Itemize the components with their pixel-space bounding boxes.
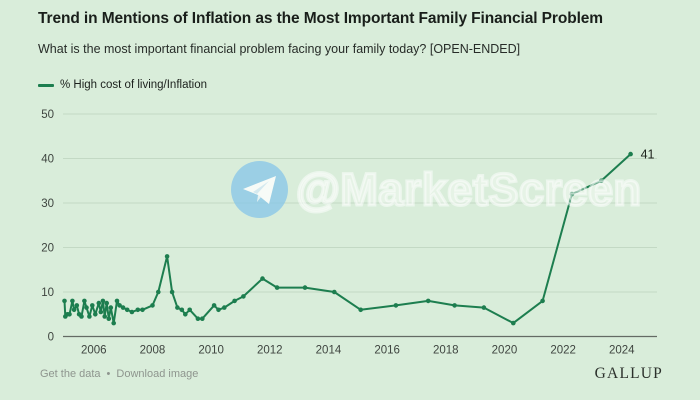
data-point	[156, 289, 161, 295]
chart-title: Trend in Mentions of Inflation as the Mo…	[38, 10, 603, 27]
data-point	[241, 294, 246, 299]
data-point	[274, 285, 280, 290]
data-point	[425, 298, 431, 304]
data-point	[62, 298, 67, 304]
survey-question: What is the most important financial pro…	[38, 42, 521, 56]
data-point	[96, 300, 102, 306]
gallup-logo: GALLUP	[594, 365, 663, 382]
data-point	[135, 307, 141, 313]
data-point	[232, 298, 237, 304]
data-point	[140, 307, 145, 313]
download-image-link[interactable]: Download image	[116, 368, 199, 380]
data-point	[179, 307, 185, 313]
data-point	[108, 305, 114, 310]
data-point	[187, 307, 192, 313]
y-axis-label-10: 10	[41, 287, 54, 299]
legend-line-swatch	[38, 83, 54, 87]
data-point	[511, 320, 516, 326]
footer-links: Get the data • Download image	[40, 368, 198, 380]
end-value-label: 41	[641, 148, 655, 162]
x-axis-label-2018: 2018	[433, 345, 459, 357]
data-point	[120, 305, 126, 310]
data-point	[79, 314, 84, 319]
data-point	[150, 303, 155, 308]
data-point	[129, 309, 135, 315]
footer-separator: •	[106, 368, 111, 380]
x-axis-label-2014: 2014	[316, 345, 342, 357]
data-point	[216, 307, 221, 313]
x-axis-label-2020: 2020	[492, 345, 518, 357]
data-point	[111, 320, 116, 326]
data-point	[67, 312, 72, 317]
data-point	[628, 151, 633, 157]
data-point	[82, 298, 87, 304]
data-point	[164, 254, 170, 259]
x-axis-label-2012: 2012	[257, 345, 283, 357]
data-point	[222, 305, 227, 310]
x-axis-label-2008: 2008	[140, 345, 166, 357]
data-point	[70, 298, 75, 304]
get-the-data-link[interactable]: Get the data	[40, 368, 101, 380]
data-point	[93, 312, 98, 317]
data-point	[540, 298, 545, 304]
data-point	[175, 305, 180, 310]
y-axis-label-50: 50	[41, 109, 54, 121]
data-point	[106, 316, 112, 322]
data-point	[74, 303, 80, 308]
data-point	[117, 303, 122, 308]
trend-line	[63, 153, 632, 325]
legend-label: % High cost of living/Inflation	[60, 79, 208, 91]
data-point	[200, 316, 205, 322]
data-point	[358, 307, 364, 313]
data-point	[183, 312, 188, 317]
x-axis-label-2010: 2010	[198, 345, 224, 357]
data-point	[84, 305, 89, 310]
data-point	[114, 298, 120, 304]
data-point	[104, 300, 109, 306]
data-point	[87, 314, 92, 319]
data-point	[169, 289, 175, 295]
legend: % High cost of living/Inflation	[38, 79, 207, 91]
data-point	[211, 303, 217, 308]
data-point	[98, 309, 104, 315]
data-point	[71, 307, 77, 313]
x-axis-label-2024: 2024	[609, 345, 635, 357]
data-point	[452, 303, 457, 308]
y-axis-label-40: 40	[41, 154, 54, 166]
y-axis-label-0: 0	[48, 332, 54, 344]
data-point	[332, 289, 337, 295]
y-axis-label-20: 20	[41, 243, 54, 255]
data-point	[393, 303, 399, 308]
data-point	[90, 303, 95, 308]
data-point	[102, 314, 107, 319]
data-point	[124, 307, 130, 313]
data-point	[302, 285, 308, 290]
data-point	[569, 191, 575, 197]
y-axis-label-30: 30	[41, 198, 54, 210]
data-point	[599, 178, 604, 184]
x-axis-label-2006: 2006	[81, 345, 107, 357]
data-point	[481, 305, 487, 310]
x-axis-label-2022: 2022	[550, 345, 576, 357]
data-point	[195, 316, 201, 322]
data-point	[100, 298, 106, 304]
x-axis-label-2016: 2016	[374, 345, 400, 357]
data-point	[260, 276, 265, 281]
